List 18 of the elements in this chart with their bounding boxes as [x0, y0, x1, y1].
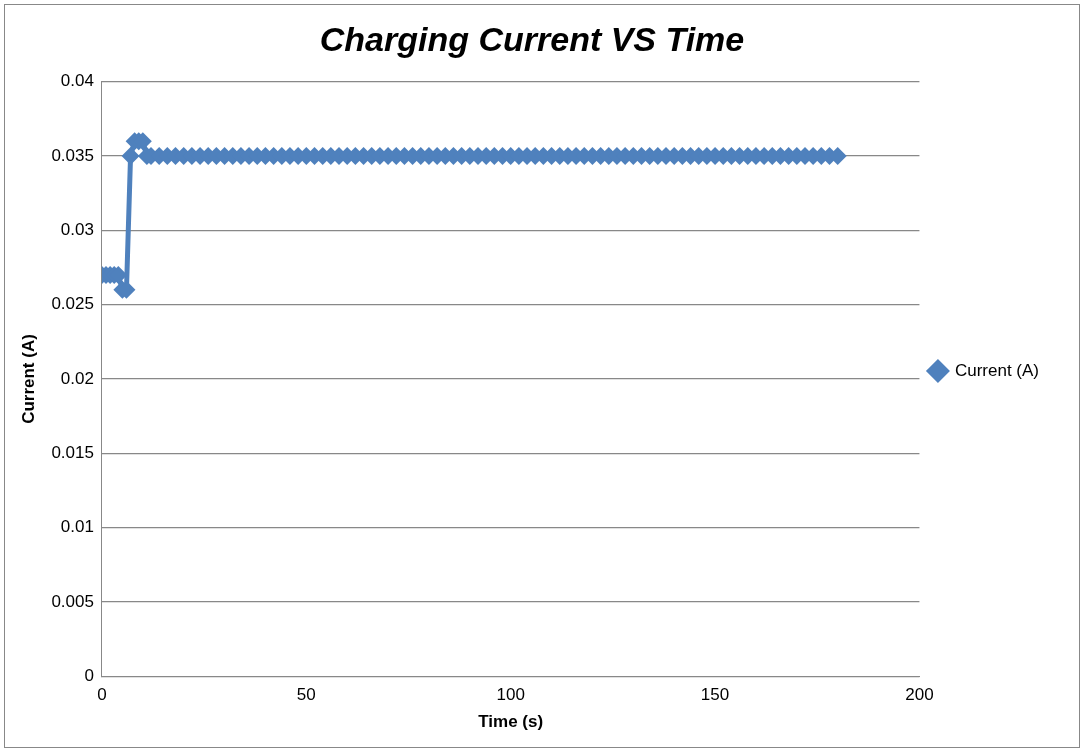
chart-title: Charging Current VS Time	[319, 19, 745, 58]
x-tick-label: 0	[97, 685, 107, 705]
x-tick-label: 150	[700, 685, 730, 705]
y-tick-label: 0.025	[51, 294, 94, 314]
y-tick-label: 0.005	[51, 591, 94, 611]
y-tick-label: 0.04	[60, 71, 94, 91]
x-tick-label: 50	[296, 685, 316, 705]
y-tick-label: 0.03	[60, 220, 94, 240]
y-tick-label: 0	[84, 665, 94, 685]
x-axis-title: Time (s)	[478, 712, 544, 732]
y-tick-label: 0.01	[60, 517, 94, 537]
y-tick-label: 0.015	[51, 442, 94, 462]
legend-label: Current (A)	[954, 360, 1040, 380]
y-tick-label: 0.035	[51, 145, 94, 165]
x-tick-label: 200	[905, 685, 934, 705]
y-tick-label: 0.02	[60, 368, 94, 388]
y-axis-title: Current (A)	[18, 334, 38, 424]
x-tick-label: 100	[496, 685, 525, 705]
